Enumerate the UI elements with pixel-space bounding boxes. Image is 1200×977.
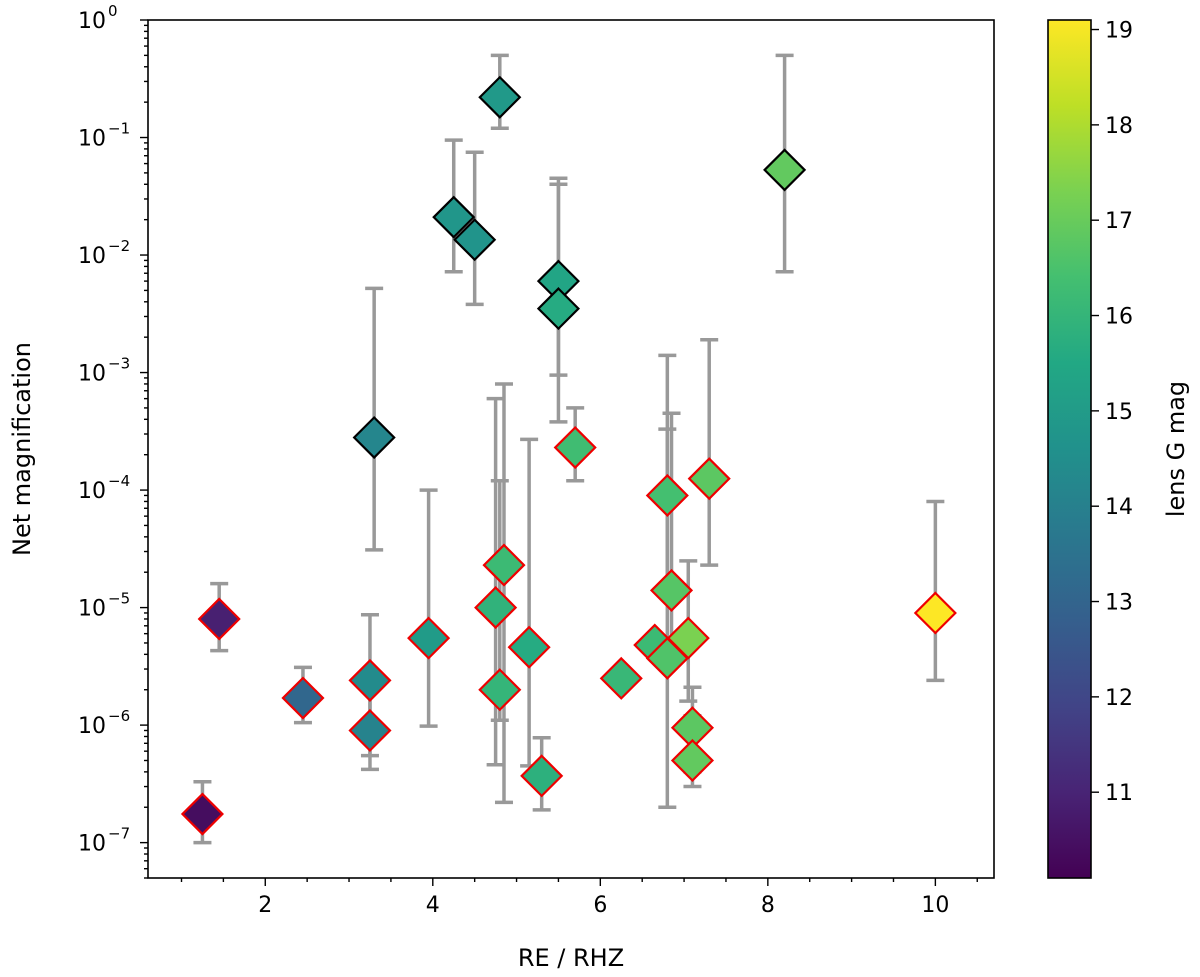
x-tick-label: 2	[258, 893, 272, 918]
marker-black-edged	[763, 148, 807, 192]
colorbar-ticks: 11 12 13 14 15 16 17 18 19	[1091, 19, 1133, 806]
marker-red-edged	[474, 586, 518, 630]
x-axis-ticks: 2 4 6 8 10	[180, 878, 978, 918]
errorbar	[700, 338, 719, 567]
plot-area	[180, 53, 957, 845]
y-tick-exponent: −1	[108, 120, 130, 138]
marker-red-edged	[482, 543, 526, 587]
errorbar	[926, 499, 945, 683]
y-tick-label: 10	[78, 244, 106, 269]
x-tick-label: 8	[761, 893, 775, 918]
marker-black-edged	[432, 195, 476, 239]
marker-black-edged	[536, 287, 580, 331]
y-tick-label: 10	[78, 9, 106, 34]
colorbar-frame	[1047, 19, 1092, 879]
x-tick-label: 6	[593, 893, 607, 918]
errorbar	[662, 411, 681, 663]
y-tick-exponent: 0	[108, 2, 118, 20]
marker-red-edged	[670, 738, 715, 783]
marker-red-edged	[599, 656, 643, 700]
colorbar-tick-label: 15	[1105, 400, 1133, 425]
marker-red-edged	[649, 568, 694, 612]
x-axis-label: RE / RHZ	[518, 944, 624, 972]
marker-black-edged	[478, 75, 522, 119]
x-tick-label: 4	[426, 893, 440, 918]
colorbar-tick-label: 13	[1105, 591, 1133, 616]
y-tick-label: 10	[78, 362, 106, 387]
marker-red-edged	[348, 658, 392, 702]
colorbar-tick-label: 14	[1105, 495, 1133, 520]
marker-red-edged	[478, 668, 522, 712]
marker-black-edged	[453, 218, 497, 262]
colorbar-tick-label: 12	[1105, 686, 1133, 711]
errorbar	[419, 488, 438, 728]
marker-black-edged	[352, 415, 396, 460]
y-tick-label: 10	[78, 127, 106, 152]
colorbar-tick-label: 18	[1105, 114, 1133, 139]
errorbar	[494, 382, 513, 805]
colorbar-tick-label: 19	[1105, 19, 1133, 44]
y-tick-exponent: −2	[108, 237, 130, 255]
y-tick-exponent: −4	[108, 472, 130, 490]
marker-red-edged	[407, 616, 451, 660]
data-markers	[180, 75, 957, 836]
plot-frame	[147, 19, 995, 879]
y-axis-label: Net magnification	[8, 342, 36, 556]
marker-red-edged	[553, 426, 597, 470]
colorbar-tick-label: 16	[1105, 305, 1133, 330]
errorbar	[520, 437, 539, 768]
x-tick-label: 10	[921, 893, 949, 918]
colorbar-tick-label: 17	[1105, 209, 1133, 234]
colorbar-label: lens G mag	[1162, 381, 1190, 517]
y-tick-label: 10	[78, 597, 106, 622]
y-tick-label: 10	[78, 479, 106, 504]
marker-red-edged	[281, 676, 325, 720]
marker-red-edged	[348, 708, 392, 753]
marker-red-edged	[180, 792, 225, 836]
y-tick-exponent: −6	[108, 707, 130, 725]
marker-red-edged	[507, 625, 551, 669]
y-tick-exponent: −7	[108, 825, 130, 843]
colorbar: 11 12 13 14 15 16 17 18 19 lens G mag	[1047, 19, 1190, 879]
marker-red-edged	[197, 597, 241, 641]
y-tick-label: 10	[78, 714, 106, 739]
marker-red-edged	[520, 754, 564, 798]
marker-red-edged	[645, 636, 689, 680]
y-tick-exponent: −5	[108, 590, 130, 608]
y-tick-exponent: −3	[108, 355, 130, 373]
marker-red-edged	[687, 457, 731, 501]
y-tick-label: 10	[78, 832, 106, 857]
marker-red-edged	[645, 473, 689, 518]
marker-red-edged	[913, 591, 957, 635]
colorbar-tick-label: 11	[1105, 781, 1133, 806]
colorbar-gradient	[1048, 20, 1091, 878]
